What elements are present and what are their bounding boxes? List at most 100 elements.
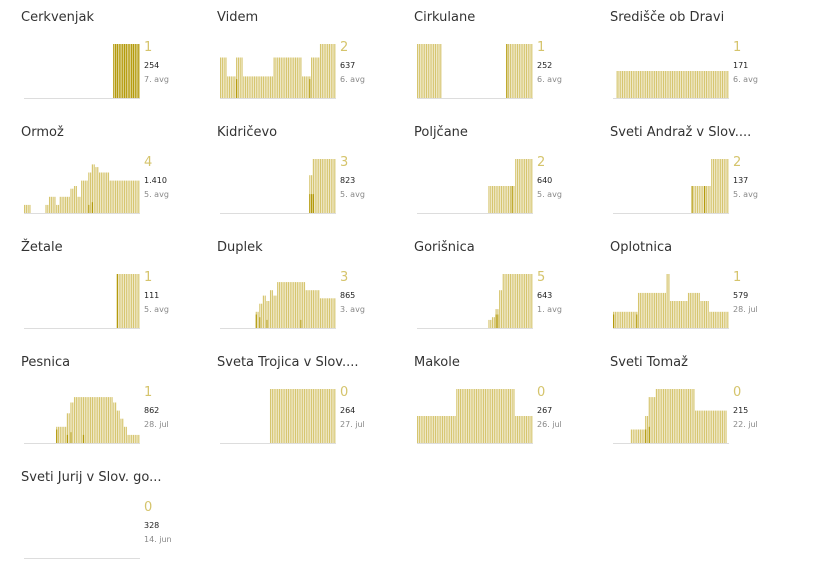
- bar: [670, 389, 672, 443]
- bar: [223, 57, 225, 98]
- bar: [516, 274, 519, 328]
- last-date: 6. avg: [340, 75, 365, 84]
- bar: [300, 282, 302, 328]
- bar: [721, 159, 724, 213]
- small-multiple-14[interactable]: Makole 0 267 26. jul: [393, 345, 589, 460]
- bar: [497, 389, 499, 443]
- bar: [93, 164, 95, 213]
- small-multiple-2[interactable]: Cirkulane 1 252 6. avg: [393, 0, 589, 115]
- current-value: 4: [144, 155, 153, 170]
- bar: [427, 44, 429, 98]
- bar: [504, 389, 506, 443]
- bar: [711, 159, 713, 213]
- bar: [129, 274, 131, 328]
- bar-highlight: [56, 429, 58, 443]
- bar: [278, 389, 281, 443]
- small-multiple-3[interactable]: Središče ob Dravi 1 171 6. avg: [589, 0, 785, 115]
- bar: [695, 186, 697, 213]
- bar: [246, 76, 248, 98]
- bar-highlight: [122, 44, 124, 98]
- small-multiple-7[interactable]: Sveti Andraž v Slov.... 2 137 5. avg: [589, 115, 785, 230]
- bar: [630, 71, 633, 98]
- bar: [623, 311, 625, 328]
- bar: [502, 389, 504, 443]
- bar: [643, 292, 645, 328]
- bar: [698, 410, 700, 443]
- sparkline-bars: [220, 44, 336, 99]
- bar: [420, 416, 422, 443]
- bar: [296, 57, 298, 98]
- bar: [700, 410, 702, 443]
- bar: [702, 301, 704, 328]
- bar-highlight: [309, 194, 311, 213]
- bar: [441, 416, 444, 443]
- bar: [261, 76, 263, 98]
- bar: [720, 410, 722, 443]
- bar: [632, 311, 634, 328]
- bar: [225, 57, 227, 98]
- bar: [475, 389, 478, 443]
- bar: [646, 292, 649, 328]
- bar: [136, 434, 138, 443]
- bar: [25, 204, 27, 213]
- small-multiple-4[interactable]: Ormož 4 1.410 5. avg: [0, 115, 196, 230]
- bar: [284, 282, 286, 328]
- bar: [305, 290, 307, 328]
- bar: [298, 57, 300, 98]
- bar: [316, 290, 318, 328]
- small-multiple-10[interactable]: Gorišnica 5 643 1. avg: [393, 230, 589, 345]
- small-multiple-6[interactable]: Poljčane 2 640 5. avg: [393, 115, 589, 230]
- bar: [637, 429, 640, 443]
- bar: [129, 180, 131, 213]
- bar: [675, 389, 677, 443]
- bar: [309, 389, 311, 443]
- bar: [670, 301, 672, 328]
- bar: [268, 301, 270, 328]
- current-value: 3: [340, 270, 349, 285]
- bar: [303, 282, 306, 328]
- bar: [323, 44, 325, 98]
- small-multiple-15[interactable]: Sveti Tomaž 0 215 22. jul: [589, 345, 785, 460]
- bar: [456, 389, 458, 443]
- small-multiple-8[interactable]: Žetale 1 111 5. avg: [0, 230, 196, 345]
- small-multiple-0[interactable]: Cerkvenjak 1 254 7. avg: [0, 0, 196, 115]
- last-date: 6. avg: [733, 75, 758, 84]
- small-multiple-13[interactable]: Sveta Trojica v Slov.... 0 264 27. jul: [196, 345, 392, 460]
- bar: [239, 57, 241, 98]
- small-multiple-12[interactable]: Pesnica 1 862 28. jul: [0, 345, 196, 460]
- bar: [293, 282, 295, 328]
- bar: [712, 311, 715, 328]
- total-value: 137: [733, 176, 749, 185]
- bar: [88, 397, 90, 443]
- small-multiple-1[interactable]: Videm 2 637 6. avg: [196, 0, 392, 115]
- bar: [134, 274, 136, 328]
- current-value: 2: [537, 155, 546, 170]
- bar: [273, 389, 275, 443]
- sparkline-bars: [613, 71, 729, 99]
- bar: [671, 301, 674, 328]
- bar: [273, 295, 275, 328]
- bar: [695, 292, 697, 328]
- bar: [723, 410, 725, 443]
- bar: [289, 389, 291, 443]
- bar-highlight: [309, 79, 311, 98]
- sparkline-bars: [613, 159, 729, 214]
- bar: [502, 274, 504, 328]
- chart-title: Sveti Andraž v Slov....: [610, 125, 752, 140]
- bar: [652, 71, 654, 98]
- bar: [529, 159, 531, 213]
- small-multiple-5[interactable]: Kidričevo 3 823 5. avg: [196, 115, 392, 230]
- bar: [312, 57, 314, 98]
- bar: [291, 389, 293, 443]
- sparkline-bars: [613, 389, 729, 444]
- bar: [650, 292, 652, 328]
- small-multiple-16[interactable]: Sveti Jurij v Slov. go... 0 328 14. jun: [0, 460, 196, 575]
- total-value: 254: [144, 61, 160, 70]
- bar: [82, 180, 85, 213]
- bar: [120, 418, 122, 443]
- bar-highlight: [134, 44, 136, 98]
- bar: [323, 298, 325, 328]
- small-multiple-9[interactable]: Duplek 3 865 3. avg: [196, 230, 392, 345]
- small-multiple-11[interactable]: Oplotnica 1 579 28. jul: [589, 230, 785, 345]
- bar: [138, 434, 140, 443]
